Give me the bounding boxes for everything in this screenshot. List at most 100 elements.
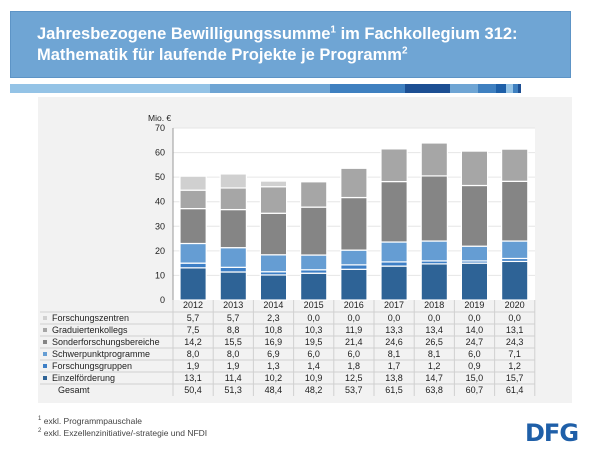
bar-segment-sonderforschungsbereiche <box>179 207 207 245</box>
y-tick-label: 10 <box>155 270 165 280</box>
bar-segment-sonderforschungsbereiche <box>380 180 408 243</box>
legend-swatch <box>43 316 47 320</box>
table-cell: 6,0 <box>468 349 481 359</box>
table-cell: 8,8 <box>226 325 240 335</box>
footnote-2: 2 exkl. Exzellenzinitiative/-strategie u… <box>38 428 207 438</box>
bar-segment-schwerpunktprogramme <box>300 254 328 271</box>
bar-segment-forschungszentren <box>219 173 247 189</box>
table-cell: 14,0 <box>465 325 484 335</box>
table-cell: 0,0 <box>468 313 481 323</box>
table-cell: 1,8 <box>347 361 361 371</box>
bar-segment-schwerpunktprogramme <box>179 242 207 264</box>
bar-segment-forschungsgruppen <box>340 264 368 270</box>
table-cell: 63,8 <box>425 385 443 395</box>
table-cell: 10,2 <box>264 373 283 383</box>
bar-segment-graduiertenkollegs <box>300 181 328 208</box>
table-cell: 13,1 <box>505 325 524 335</box>
bar-segment-schwerpunktprogramme <box>340 249 368 266</box>
table-cell: 24,3 <box>505 337 524 347</box>
bar-segment-graduiertenkollegs <box>420 142 449 177</box>
bar-segment-graduiertenkollegs <box>340 167 368 199</box>
table-cell: 0,9 <box>468 361 481 371</box>
table-cell: 5,7 <box>186 313 200 323</box>
table-cell: 53,7 <box>345 385 363 395</box>
x-tick-label: 2019 <box>464 300 485 310</box>
bar-segment-einzelförderung <box>380 265 408 301</box>
bar-segment-graduiertenkollegs <box>501 148 529 182</box>
dfg-logo: DFG <box>525 419 579 447</box>
bar-segment-einzelförderung <box>179 267 207 301</box>
bar-segment-forschungsgruppen <box>219 266 247 273</box>
table-cell: 1,9 <box>186 361 200 371</box>
bar-segment-einzelförderung <box>501 260 529 301</box>
footnote-num: 1 <box>38 416 42 423</box>
title-text: im Fachkollegium 312: <box>335 25 518 43</box>
bar-segment-sonderforschungsbereiche <box>340 196 368 251</box>
legend-swatch <box>43 364 47 368</box>
table-row-label: Forschungsgruppen <box>52 361 133 371</box>
table-row-label: Schwerpunktprogramme <box>52 349 151 359</box>
bar-segment-sonderforschungsbereiche <box>259 212 288 256</box>
table-cell: 13,1 <box>184 373 202 383</box>
table-cell: 1,2 <box>508 361 521 371</box>
slide-title: Jahresbezogene Bewilligungssumme1 im Fac… <box>10 11 571 78</box>
table-cell: 14,7 <box>425 373 443 383</box>
bar-segment-schwerpunktprogramme <box>380 241 408 263</box>
title-text: Jahresbezogene Bewilligungssumme <box>37 25 331 43</box>
legend-swatch <box>43 328 47 332</box>
table-cell: 2,3 <box>267 313 280 323</box>
table-row-label: Graduiertenkollegs <box>52 325 128 335</box>
table-cell: 26,5 <box>425 337 443 347</box>
legend-swatch <box>43 376 47 380</box>
table-cell: 7,5 <box>186 325 200 335</box>
bar-segment-graduiertenkollegs <box>380 148 408 183</box>
table-cell: 15,0 <box>465 373 484 383</box>
table-cell: 15,7 <box>505 373 524 383</box>
table-cell: 13,4 <box>425 325 443 335</box>
table-cell: 8,0 <box>226 349 240 359</box>
bar-segment-schwerpunktprogramme <box>420 240 449 262</box>
bar-segment-graduiertenkollegs <box>460 150 489 187</box>
table-cell: 14,2 <box>184 337 202 347</box>
title-text: Mathematik für laufende Projekte je Prog… <box>37 46 402 64</box>
y-tick-label: 20 <box>155 246 165 256</box>
table-cell: 10,8 <box>264 325 283 335</box>
bar-segment-einzelförderung <box>259 274 288 301</box>
bar-segment-forschungsgruppen <box>380 261 408 267</box>
footnote-num: 2 <box>38 428 42 435</box>
bar-segment-schwerpunktprogramme <box>460 245 489 262</box>
bar-segment-forschungsgruppen <box>179 262 207 269</box>
bar-segment-schwerpunktprogramme <box>259 254 288 273</box>
table-cell: 61,5 <box>385 385 403 395</box>
table-row-label: Einzelförderung <box>52 373 116 383</box>
bar-segment-schwerpunktprogramme <box>219 247 247 268</box>
table-cell: 51,3 <box>224 385 242 395</box>
table-cell: 60,7 <box>465 385 484 395</box>
bar-segment-einzelförderung <box>460 262 489 301</box>
table-cell: 0,0 <box>347 313 361 323</box>
bar-segment-sonderforschungsbereiche <box>501 180 529 242</box>
bar-segment-einzelförderung <box>420 263 449 301</box>
table-row-label: Gesamt <box>58 385 90 395</box>
legend-swatch <box>43 340 47 344</box>
table-row-label: Sonderforschungsbereiche <box>52 337 160 347</box>
table-cell: 0,0 <box>307 313 320 323</box>
y-axis-label: Mio. € <box>148 113 171 123</box>
table-cell: 24,7 <box>465 337 484 347</box>
table-cell: 6,0 <box>307 349 320 359</box>
x-tick-label: 2017 <box>383 300 405 310</box>
table-cell: 1,3 <box>267 361 280 371</box>
bar-segment-schwerpunktprogramme <box>501 240 529 260</box>
table-cell: 0,0 <box>427 313 441 323</box>
table-cell: 48,4 <box>264 385 283 395</box>
footnote-text: exkl. Programmpauschale <box>43 416 142 426</box>
table-cell: 13,8 <box>385 373 403 383</box>
y-tick-label: 70 <box>155 123 165 133</box>
bar-segment-graduiertenkollegs <box>259 186 288 214</box>
table-cell: 1,9 <box>226 361 240 371</box>
bar-segment-graduiertenkollegs <box>219 187 247 211</box>
table-cell: 24,6 <box>385 337 403 347</box>
x-tick-label: 2015 <box>303 300 324 310</box>
table-cell: 11,4 <box>224 373 242 383</box>
